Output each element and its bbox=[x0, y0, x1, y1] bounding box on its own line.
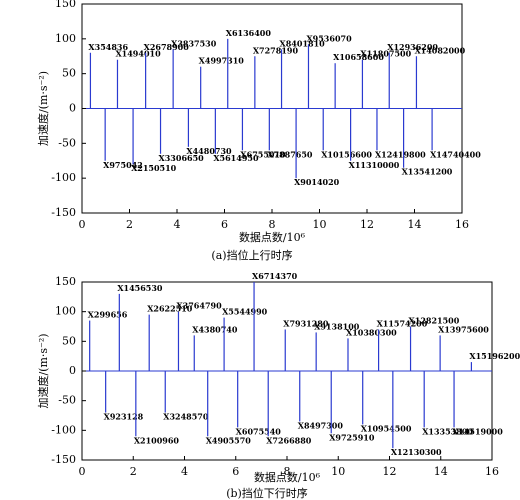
caption: (a)挡位上行时序 bbox=[211, 248, 292, 262]
point-label: X5614950 bbox=[213, 153, 259, 163]
y-tick-label: -50 bbox=[58, 394, 76, 407]
y-tick-label: -100 bbox=[51, 171, 76, 184]
y-tick-label: 50 bbox=[62, 334, 76, 347]
point-label: X8401810 bbox=[280, 38, 326, 48]
x-tick-label: 14 bbox=[408, 218, 422, 231]
point-label: X10380300 bbox=[346, 327, 397, 337]
point-label: X9725910 bbox=[329, 432, 375, 442]
point-label: X10156600 bbox=[321, 149, 372, 159]
x-tick-label: 2 bbox=[126, 218, 133, 231]
y-axis-label: 加速度/(m·s⁻²) bbox=[36, 71, 50, 146]
point-label: X11310000 bbox=[349, 160, 400, 170]
point-label: X1494010 bbox=[115, 49, 161, 59]
point-label: X11807500 bbox=[360, 49, 411, 59]
y-tick-label: 150 bbox=[55, 0, 76, 10]
point-label: X15196200 bbox=[469, 351, 520, 361]
caption: (b)挡位下行时序 bbox=[226, 486, 308, 500]
point-label: X9014020 bbox=[294, 177, 340, 187]
point-label: X12821500 bbox=[409, 316, 460, 326]
x-tick-label: 8 bbox=[269, 218, 276, 231]
point-label: X9138100 bbox=[314, 321, 360, 331]
point-label: X7278190 bbox=[253, 45, 299, 55]
point-label: X1456530 bbox=[117, 283, 163, 293]
point-label: X975042 bbox=[103, 160, 143, 170]
point-label: X12936200 bbox=[387, 42, 438, 52]
y-tick-label: -150 bbox=[51, 453, 76, 466]
point-label: X14082000 bbox=[414, 45, 465, 55]
point-label: X7931280 bbox=[283, 318, 329, 328]
x-tick-label: 4 bbox=[174, 218, 181, 231]
point-label: X3764790 bbox=[176, 301, 222, 311]
x-tick-label: 10 bbox=[331, 465, 345, 478]
y-tick-label: 100 bbox=[55, 32, 76, 45]
point-label: X4905570 bbox=[206, 435, 252, 445]
point-label: X299656 bbox=[88, 310, 128, 320]
point-label: X3306650 bbox=[159, 153, 205, 163]
point-label: X14740400 bbox=[430, 149, 481, 159]
point-label: X11574200 bbox=[377, 318, 428, 328]
point-label: X3837530 bbox=[171, 38, 217, 48]
point-label: X14519000 bbox=[452, 426, 503, 436]
point-label: X354836 bbox=[88, 42, 128, 52]
point-label: X13353800 bbox=[422, 426, 473, 436]
y-tick-label: 50 bbox=[62, 67, 76, 80]
point-label: X7887650 bbox=[267, 149, 313, 159]
point-label: X4997310 bbox=[199, 56, 245, 66]
point-label: X8497300 bbox=[298, 420, 344, 430]
point-label: X2150510 bbox=[131, 163, 177, 173]
point-label: X6075540 bbox=[236, 426, 282, 436]
x-tick-label: 4 bbox=[181, 465, 188, 478]
x-tick-label: 14 bbox=[434, 465, 448, 478]
point-label: X13541200 bbox=[402, 167, 453, 177]
y-tick-label: 100 bbox=[55, 305, 76, 318]
y-axis-label: 加速度/(m·s⁻²) bbox=[36, 333, 50, 408]
point-label: X6136400 bbox=[226, 28, 272, 38]
point-label: X7266880 bbox=[266, 435, 312, 445]
x-axis-label: 数据点数/10⁶ bbox=[239, 230, 306, 244]
x-tick-label: 2 bbox=[130, 465, 137, 478]
point-label: X2622510 bbox=[147, 304, 193, 314]
y-tick-label: -150 bbox=[51, 206, 76, 219]
x-tick-label: 6 bbox=[221, 218, 228, 231]
point-label: X10658600 bbox=[333, 52, 384, 62]
x-axis-label: 数据点数/10⁶ bbox=[254, 470, 321, 484]
x-tick-label: 16 bbox=[455, 218, 469, 231]
y-tick-label: -50 bbox=[58, 136, 76, 149]
x-tick-label: 0 bbox=[79, 218, 86, 231]
point-label: X6714370 bbox=[252, 271, 298, 281]
point-label: X2100960 bbox=[134, 435, 180, 445]
y-tick-label: 150 bbox=[55, 275, 76, 288]
point-label: X5544990 bbox=[222, 307, 268, 317]
y-tick-label: 0 bbox=[69, 102, 76, 115]
point-label: X12130300 bbox=[391, 447, 442, 457]
point-label: X6755010 bbox=[240, 149, 286, 159]
x-tick-label: 6 bbox=[232, 465, 239, 478]
point-label: X9536070 bbox=[306, 33, 352, 43]
point-label: X4380740 bbox=[192, 324, 238, 334]
y-tick-label: 0 bbox=[69, 364, 76, 377]
point-label: X923128 bbox=[104, 412, 144, 422]
x-tick-label: 0 bbox=[79, 465, 86, 478]
x-tick-label: 16 bbox=[485, 465, 499, 478]
point-label: X13975600 bbox=[438, 324, 489, 334]
y-tick-label: -100 bbox=[51, 423, 76, 436]
x-tick-label: 8 bbox=[284, 465, 291, 478]
point-label: X3248570 bbox=[163, 412, 209, 422]
point-label: X2678900 bbox=[144, 42, 190, 52]
point-label: X10954500 bbox=[361, 423, 412, 433]
x-tick-label: 12 bbox=[383, 465, 397, 478]
point-label: X4480730 bbox=[186, 146, 232, 156]
x-tick-label: 10 bbox=[313, 218, 327, 231]
point-label: X12419800 bbox=[375, 149, 426, 159]
x-tick-label: 12 bbox=[360, 218, 374, 231]
